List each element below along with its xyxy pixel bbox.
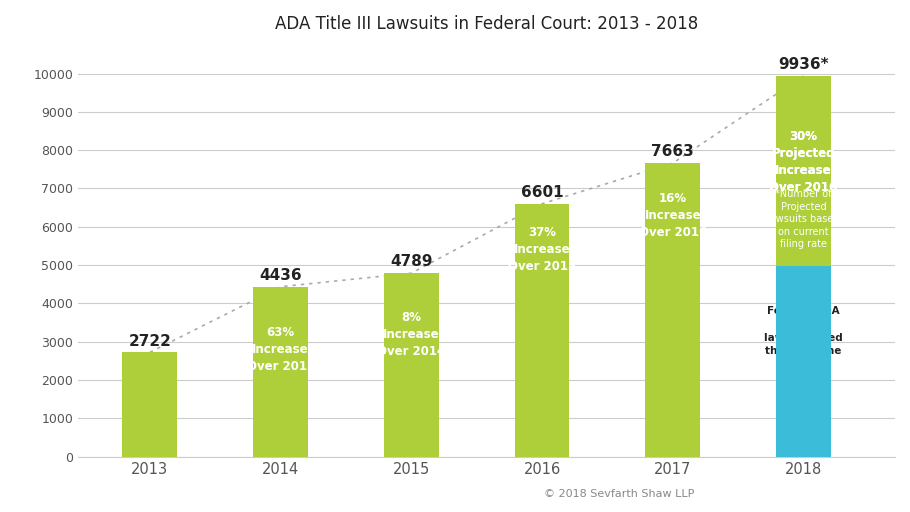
- Text: 37%
Increase
Over 2015: 37% Increase Over 2015: [508, 226, 576, 273]
- Text: 6601: 6601: [521, 185, 563, 200]
- Text: 8%
Increase
Over 2014: 8% Increase Over 2014: [377, 311, 445, 357]
- Text: 16%
Increase
Over 2016: 16% Increase Over 2016: [639, 192, 707, 239]
- Text: Federal ADA
Title III
lawsuits filed
through June
2018: Federal ADA Title III lawsuits filed thr…: [764, 307, 843, 369]
- Bar: [122, 352, 177, 457]
- Bar: [776, 76, 831, 457]
- Text: 4436: 4436: [259, 268, 302, 283]
- Text: 4965: 4965: [778, 279, 828, 297]
- Bar: [776, 266, 831, 457]
- Text: 7663: 7663: [652, 144, 694, 159]
- Text: 4789: 4789: [390, 254, 432, 269]
- Bar: [514, 204, 570, 457]
- Title: ADA Title III Lawsuits in Federal Court: 2013 - 2018: ADA Title III Lawsuits in Federal Court:…: [275, 15, 698, 33]
- Text: © 2018 Sevfarth Shaw LLP: © 2018 Sevfarth Shaw LLP: [543, 488, 694, 499]
- Bar: [384, 273, 439, 457]
- Bar: [253, 287, 308, 457]
- Bar: [645, 163, 700, 457]
- Text: 63%
Increase
Over 2013: 63% Increase Over 2013: [247, 326, 315, 373]
- Text: *Number of
Projected
lawsuits based
on current
filing rate: *Number of Projected lawsuits based on c…: [767, 189, 840, 249]
- Text: 2722: 2722: [128, 333, 171, 349]
- Text: 9936*: 9936*: [778, 57, 829, 72]
- Text: 30%
Projected
Increase
Over 2016: 30% Projected Increase Over 2016: [769, 130, 837, 194]
- Text: 30%
Projected
Increase
Over 2016: 30% Projected Increase Over 2016: [769, 130, 837, 194]
